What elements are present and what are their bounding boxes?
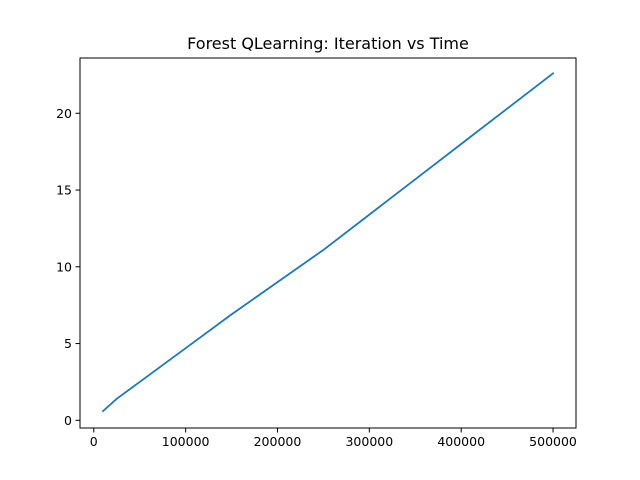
y-axis: 0 5 10 15 20 <box>56 106 80 428</box>
y-tick-label: 10 <box>56 259 72 274</box>
x-tick-label: 400000 <box>437 434 485 449</box>
x-tick-label: 300000 <box>345 434 393 449</box>
chart-title: Forest QLearning: Iteration vs Time <box>187 34 469 53</box>
x-tick-label: 200000 <box>254 434 302 449</box>
y-tick-label: 0 <box>64 413 72 428</box>
series-line <box>101 72 555 413</box>
x-axis: 0 100000 200000 300000 400000 500000 <box>90 428 577 449</box>
y-tick-label: 15 <box>56 183 72 198</box>
y-tick-label: 20 <box>56 106 72 121</box>
x-tick-label: 0 <box>90 434 98 449</box>
plot-frame <box>79 57 577 429</box>
x-tick-label: 100000 <box>162 434 210 449</box>
x-tick-label: 500000 <box>529 434 577 449</box>
series-layer <box>101 72 555 413</box>
y-tick-label: 5 <box>64 336 72 351</box>
